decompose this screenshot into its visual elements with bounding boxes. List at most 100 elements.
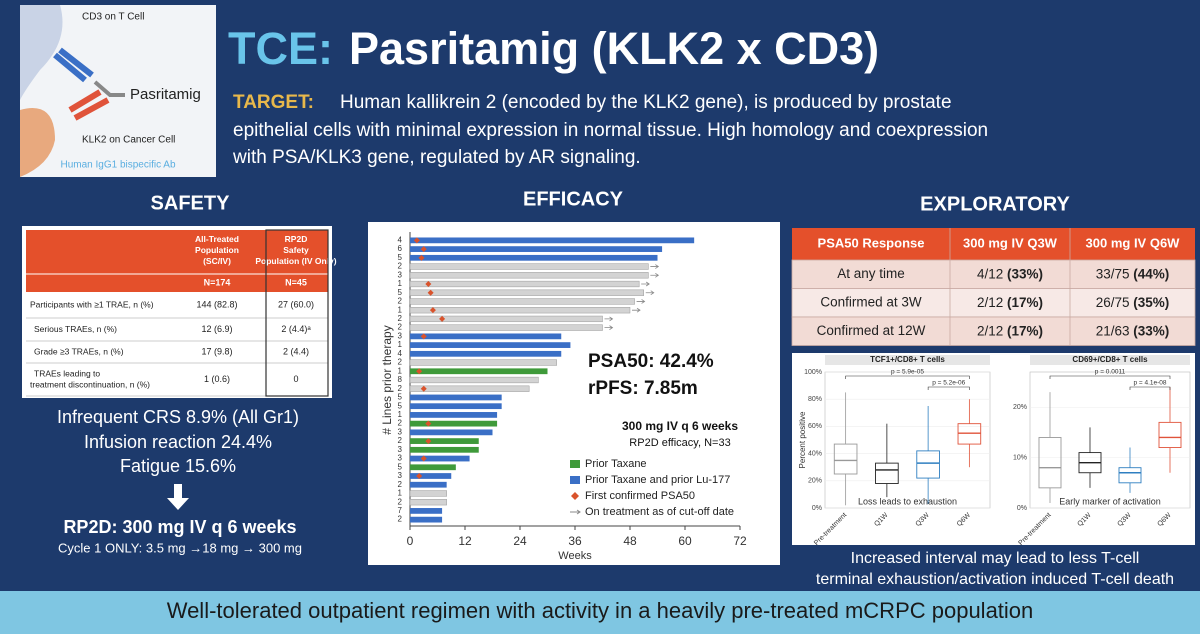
- bar: [409, 315, 603, 323]
- bar: [409, 298, 635, 305]
- y-tick-label: 6: [398, 244, 403, 253]
- y-tick-label: 100%: [804, 369, 822, 376]
- y-tick-label: 3: [398, 427, 403, 436]
- y-tick-label: 2: [398, 297, 403, 306]
- box: [1158, 421, 1182, 449]
- cell: 4/12 (33%): [977, 266, 1043, 281]
- row-label: Serious TRAEs, n (%): [34, 324, 117, 334]
- line: treatment discontinuation, n (%): [30, 380, 150, 390]
- bar: [410, 342, 571, 348]
- footer: Well-tolerated outpatient regimen with a…: [167, 598, 1034, 623]
- rp2d-outline: [265, 229, 329, 397]
- y-label: Percent positive: [798, 411, 807, 468]
- column-header: 300 mg IV Q6W: [1086, 235, 1181, 250]
- box: [1038, 437, 1062, 489]
- plot-area: [1029, 371, 1191, 509]
- psa50-marker: [425, 438, 432, 445]
- y-tick-label: 20%: [1013, 404, 1027, 411]
- ongoing-arrow: [636, 299, 646, 304]
- title: Pasritamig (KLK2 x CD3): [349, 23, 879, 74]
- row-label: Grade ≥3 TRAEs, n (%): [34, 346, 124, 356]
- y-tick-label: 1: [398, 410, 403, 419]
- p-value: p = 5.9e-05: [891, 369, 924, 376]
- row-label: Participants with ≥1 TRAE, n (%): [30, 299, 154, 309]
- bar: [410, 481, 447, 488]
- bar: [410, 455, 470, 462]
- y-tick-label: 7: [398, 506, 403, 515]
- bar: [409, 307, 631, 314]
- psa50-marker: [425, 420, 432, 427]
- label: Pasritamig: [130, 86, 201, 103]
- y-tick-label: 40%: [808, 450, 822, 457]
- box: [916, 450, 940, 479]
- heading: EFFICACY: [523, 188, 624, 210]
- y-tick-label: 1: [398, 305, 403, 314]
- annotation: Loss leads to exhaustion: [858, 496, 957, 506]
- y-tick-label: 2: [398, 419, 403, 428]
- psa50-marker: [420, 333, 427, 340]
- y-tick-label: 1: [398, 279, 403, 288]
- psa50-marker: [416, 368, 423, 375]
- panel-title: CD69+/CD8+ T cells: [1072, 355, 1148, 364]
- cell: 2 (4.4): [283, 346, 309, 356]
- y-tick-label: 2: [398, 515, 403, 524]
- bar: [409, 272, 649, 279]
- psa50-marker: [427, 289, 434, 296]
- y-tick-label: 2: [398, 436, 403, 445]
- y-tick-label: 2: [398, 358, 403, 367]
- strip: [825, 355, 990, 365]
- target-label: TARGET:: [233, 92, 314, 113]
- cell: 144 (82.8): [196, 299, 237, 309]
- ongoing-arrow: [650, 264, 660, 269]
- ongoing-arrow: [604, 316, 614, 322]
- n: N=174: [204, 277, 231, 287]
- x-tick-label: 48: [623, 534, 637, 548]
- percent: (17%): [1007, 323, 1043, 338]
- bar: [410, 516, 443, 523]
- percent: (17%): [1007, 295, 1043, 310]
- psa50-marker: [413, 237, 420, 244]
- y-tick-label: 5: [398, 288, 403, 297]
- y-tick-label: 3: [398, 270, 403, 279]
- y-tick-label: 60%: [808, 423, 822, 430]
- bar: [410, 394, 502, 401]
- bar: [410, 508, 443, 514]
- line: Safety: [283, 245, 309, 255]
- line: TRAEs leading to: [34, 369, 100, 379]
- x-tick-label: 0: [407, 534, 414, 548]
- cell: 27 (60.0): [278, 299, 314, 309]
- legend-swatch: [570, 460, 580, 468]
- bracket: [1129, 386, 1171, 390]
- y-tick-label: 20%: [808, 478, 822, 485]
- y-tick-label: 2: [398, 262, 403, 271]
- psa50-marker: [418, 254, 425, 261]
- n: N=45: [285, 277, 307, 287]
- line: (SC/IV): [203, 256, 231, 266]
- column-header: 300 mg IV Q3W: [963, 235, 1058, 250]
- y-tick-label: 0%: [1017, 505, 1027, 512]
- x-tick-label: 36: [568, 534, 582, 548]
- y-tick-label: 2: [398, 384, 403, 393]
- legend-label: On treatment as of cut-off date: [585, 506, 734, 518]
- cycle: Cycle 1 ONLY: 3.5 mg →18 mg → 300 mg: [58, 540, 302, 555]
- arrow: [167, 484, 189, 510]
- diagram: CD3 on T Cell Pasritamig KLK2 on Cancer …: [20, 5, 216, 177]
- percent: (44%): [1133, 266, 1169, 281]
- fc: [93, 80, 125, 97]
- count: 21/63: [1096, 323, 1130, 338]
- percent: (33%): [1007, 266, 1043, 281]
- bracket: [1049, 375, 1171, 379]
- target-text: epithelial cells with minimal expression…: [233, 120, 988, 141]
- cell: 12 (6.9): [201, 324, 232, 334]
- y-tick-label: 1: [398, 340, 403, 349]
- cell: 2 (4.4)ᵃ: [281, 324, 311, 334]
- psa50-marker: [425, 281, 432, 287]
- bar: [410, 429, 493, 436]
- heading: SAFETY: [151, 192, 231, 214]
- row: [791, 259, 1196, 289]
- count: 2/12: [977, 323, 1003, 338]
- bar: [410, 403, 502, 410]
- bar: [410, 464, 456, 471]
- bar: [409, 263, 649, 270]
